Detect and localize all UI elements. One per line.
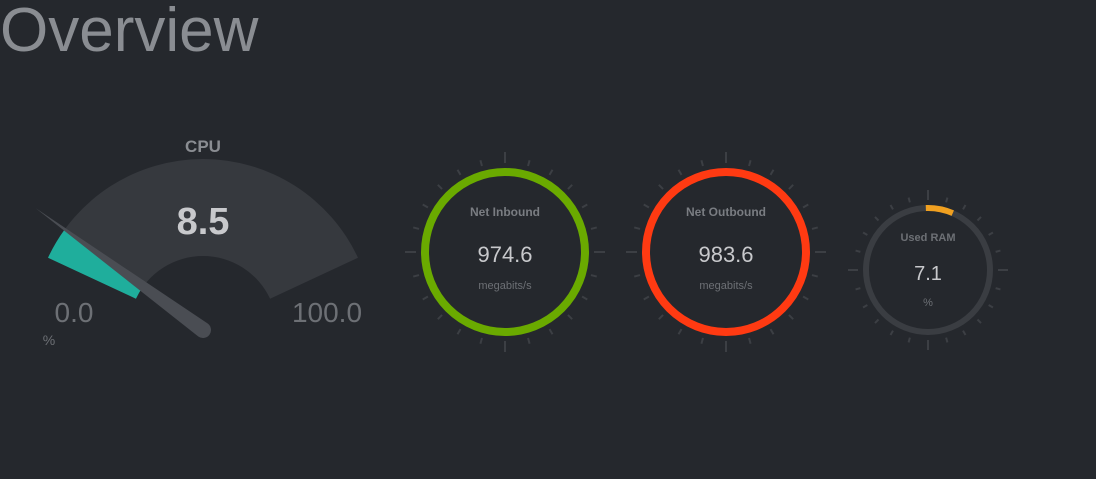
cpu-unit: % — [43, 332, 55, 348]
tick-mark — [548, 328, 554, 335]
tick-mark — [945, 337, 949, 343]
tick-mark — [412, 274, 420, 278]
tick-mark — [855, 287, 861, 291]
used-ram-label: Used RAM — [900, 232, 955, 244]
cpu-max: 100.0 — [292, 297, 362, 328]
net-outbound-unit: megabits/s — [699, 280, 753, 292]
net-inbound-ticks — [405, 152, 605, 352]
used-ram-unit: % — [923, 297, 933, 309]
tick-mark — [962, 204, 967, 210]
tick-mark — [988, 231, 994, 236]
net-inbound-value: 974.6 — [477, 242, 532, 267]
tick-mark — [788, 184, 794, 190]
tick-mark — [862, 304, 868, 309]
used-ram-value: 7.1 — [914, 263, 942, 285]
cpu-label: CPU — [185, 137, 221, 156]
net-outbound-ticks — [626, 152, 826, 352]
page-title: Overview — [0, 0, 259, 65]
cpu-min: 0.0 — [55, 297, 94, 328]
tick-mark — [567, 314, 573, 320]
tick-mark — [945, 197, 949, 203]
tick-mark — [412, 226, 420, 230]
tick-mark — [456, 169, 462, 176]
used-ram-ticks — [848, 190, 1008, 350]
tick-mark — [658, 184, 664, 190]
tick-mark — [456, 328, 462, 335]
tick-mark — [581, 203, 588, 209]
tick-mark — [700, 337, 704, 345]
tick-mark — [995, 249, 1001, 253]
tick-mark — [700, 159, 704, 167]
tick-mark — [769, 169, 775, 176]
tick-mark — [874, 318, 880, 324]
tick-mark — [422, 295, 429, 301]
tick-mark — [874, 216, 880, 222]
tick-mark — [748, 159, 752, 167]
tick-mark — [788, 314, 794, 320]
tick-mark — [548, 169, 554, 176]
tick-mark — [633, 274, 641, 278]
tick-mark — [889, 204, 894, 210]
tick-mark — [769, 328, 775, 335]
used-ram-fill — [925, 205, 954, 216]
tick-mark — [976, 318, 982, 324]
cpu-gauge-track — [48, 158, 358, 299]
net-inbound-ring — [421, 168, 589, 336]
tick-mark — [567, 184, 573, 190]
tick-mark — [748, 337, 752, 345]
tick-mark — [422, 203, 429, 209]
cpu-gauge-needle — [35, 208, 211, 338]
tick-mark — [527, 159, 531, 167]
tick-mark — [988, 304, 994, 309]
net-outbound-value: 983.6 — [698, 242, 753, 267]
tick-mark — [479, 337, 483, 345]
tick-mark — [527, 337, 531, 345]
used-ram-gauge: Used RAM 7.1 % — [848, 190, 1008, 350]
tick-mark — [855, 249, 861, 253]
tick-mark — [677, 169, 683, 176]
tick-mark — [802, 295, 809, 301]
net-inbound-gauge: Net Inbound 974.6 megabits/s — [405, 152, 605, 352]
net-outbound-ring — [642, 168, 810, 336]
tick-mark — [811, 226, 819, 230]
tick-mark — [437, 184, 443, 190]
tick-mark — [907, 197, 911, 203]
tick-mark — [479, 159, 483, 167]
net-outbound-gauge: Net Outbound 983.6 megabits/s — [626, 152, 826, 352]
cpu-gauge-fill — [48, 229, 144, 299]
tick-mark — [962, 330, 967, 336]
tick-mark — [590, 274, 598, 278]
tick-mark — [677, 328, 683, 335]
cpu-value: 8.5 — [177, 201, 230, 243]
tick-mark — [658, 314, 664, 320]
tick-mark — [643, 203, 650, 209]
tick-mark — [995, 287, 1001, 291]
tick-mark — [643, 295, 650, 301]
net-inbound-label: Net Inbound — [470, 205, 540, 219]
tick-mark — [811, 274, 819, 278]
cpu-gauge: CPU 8.5 0.0 100.0 % — [35, 137, 362, 348]
net-outbound-label: Net Outbound — [686, 205, 766, 219]
tick-mark — [907, 337, 911, 343]
tick-mark — [633, 226, 641, 230]
net-inbound-unit: megabits/s — [478, 280, 532, 292]
tick-mark — [590, 226, 598, 230]
tick-mark — [437, 314, 443, 320]
tick-mark — [802, 203, 809, 209]
tick-mark — [581, 295, 588, 301]
tick-mark — [976, 216, 982, 222]
tick-mark — [889, 330, 894, 336]
tick-mark — [862, 231, 868, 236]
